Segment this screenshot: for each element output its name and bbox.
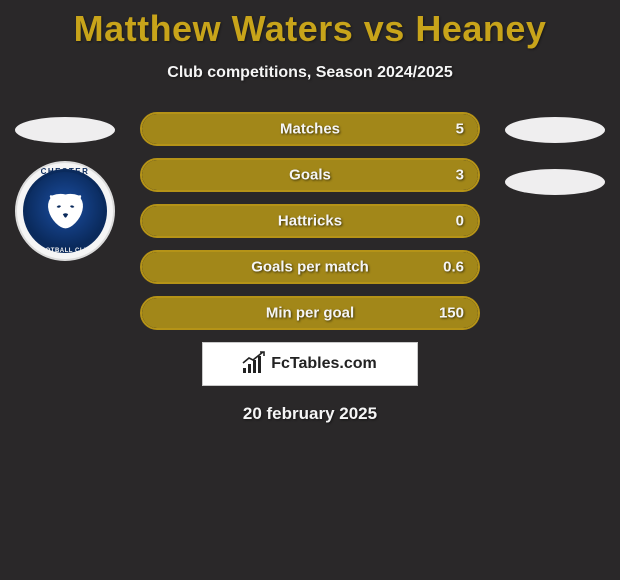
club-badge-left: CHESTER FOOTBALL CLUB	[15, 161, 115, 261]
stat-value: 3	[456, 167, 464, 184]
stat-label: Goals	[142, 167, 478, 184]
page-title: Matthew Waters vs Heaney	[0, 0, 620, 50]
subtitle: Club competitions, Season 2024/2025	[0, 64, 620, 82]
brand-chart-icon	[243, 355, 265, 373]
badge-inner	[23, 169, 107, 253]
stat-label: Min per goal	[142, 305, 478, 322]
placeholder-ellipse-right-2	[505, 169, 605, 195]
left-column: CHESTER FOOTBALL CLUB	[10, 117, 120, 261]
stat-value: 0	[456, 213, 464, 230]
stat-bar: Goals per match 0.6	[140, 250, 480, 284]
stat-label: Matches	[142, 121, 478, 138]
brand-box: FcTables.com	[202, 342, 418, 386]
stat-bar: Min per goal 150	[140, 296, 480, 330]
brand-text: FcTables.com	[271, 355, 377, 373]
stat-label: Hattricks	[142, 213, 478, 230]
placeholder-ellipse-right-1	[505, 117, 605, 143]
stat-bar: Goals 3	[140, 158, 480, 192]
stat-label: Goals per match	[142, 259, 478, 276]
stat-value: 0.6	[443, 259, 464, 276]
placeholder-ellipse-left	[15, 117, 115, 143]
stat-bar: Matches 5	[140, 112, 480, 146]
stat-value: 150	[439, 305, 464, 322]
content-area: CHESTER FOOTBALL CLUB Matches 5 Goals 3	[0, 112, 620, 424]
stat-bar: Hattricks 0	[140, 204, 480, 238]
right-column	[500, 117, 610, 195]
stats-bars: Matches 5 Goals 3 Hattricks 0 Goals per …	[140, 112, 480, 330]
date-text: 20 february 2025	[0, 404, 620, 424]
stat-value: 5	[456, 121, 464, 138]
badge-text-bottom: FOOTBALL CLUB	[17, 248, 113, 254]
wolf-icon	[43, 191, 88, 231]
